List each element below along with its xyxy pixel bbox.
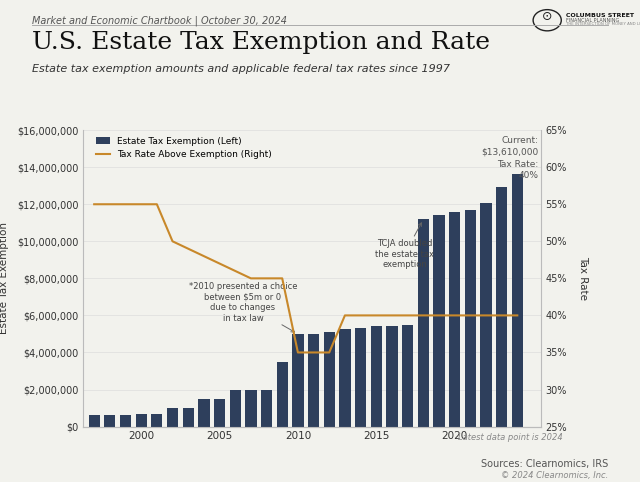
Bar	[151, 414, 163, 427]
Bar	[465, 210, 476, 427]
Bar	[261, 389, 272, 427]
Bar	[496, 187, 508, 427]
Text: COLUMBUS STREET: COLUMBUS STREET	[566, 13, 634, 18]
Text: Current:
$13,610,000
Tax Rate:
40%: Current: $13,610,000 Tax Rate: 40%	[481, 136, 538, 180]
Text: © 2024 Clearnomics, Inc.: © 2024 Clearnomics, Inc.	[500, 471, 608, 481]
Bar	[387, 326, 397, 427]
Text: Estate tax exemption amounts and applicable federal tax rates since 1997: Estate tax exemption amounts and applica…	[32, 64, 450, 74]
Bar	[182, 408, 194, 427]
Bar	[339, 329, 351, 427]
Bar	[308, 334, 319, 427]
Bar	[418, 219, 429, 427]
Bar	[88, 415, 100, 427]
Text: TCJA doubled
the estate tax
exemption: TCJA doubled the estate tax exemption	[375, 223, 434, 269]
Text: ⊙: ⊙	[542, 11, 552, 23]
Bar	[355, 328, 366, 427]
Bar	[324, 332, 335, 427]
Text: Sources: Clearnomics, IRS: Sources: Clearnomics, IRS	[481, 459, 608, 469]
Text: FINANCIAL PLANNING: FINANCIAL PLANNING	[566, 18, 620, 23]
Bar	[214, 399, 225, 427]
Text: U.S. Estate Tax Exemption and Rate: U.S. Estate Tax Exemption and Rate	[32, 31, 490, 54]
Text: Latest data point is 2024: Latest data point is 2024	[458, 433, 563, 442]
Text: *2010 presented a choice
between $5m or 0
due to changes
in tax law: *2010 presented a choice between $5m or …	[189, 282, 298, 332]
Bar	[230, 389, 241, 427]
Bar	[167, 408, 178, 427]
Bar	[449, 212, 460, 427]
Bar	[198, 399, 209, 427]
Bar	[276, 362, 288, 427]
Bar	[402, 325, 413, 427]
Bar	[136, 414, 147, 427]
Bar	[511, 174, 523, 427]
Bar	[120, 415, 131, 427]
Text: THE INTERSECTION OF MONEY AND LIFE: THE INTERSECTION OF MONEY AND LIFE	[566, 22, 640, 26]
Bar	[433, 215, 445, 427]
Bar	[292, 334, 303, 427]
Bar	[104, 415, 115, 427]
Bar	[371, 326, 382, 427]
Bar	[245, 389, 257, 427]
Y-axis label: Estate Tax Exemption: Estate Tax Exemption	[0, 222, 8, 335]
Legend: Estate Tax Exemption (Left), Tax Rate Above Exemption (Right): Estate Tax Exemption (Left), Tax Rate Ab…	[92, 133, 275, 163]
Bar	[480, 203, 492, 427]
Text: Market and Economic Chartbook | October 30, 2024: Market and Economic Chartbook | October …	[32, 15, 287, 26]
Y-axis label: Tax Rate: Tax Rate	[579, 256, 588, 300]
